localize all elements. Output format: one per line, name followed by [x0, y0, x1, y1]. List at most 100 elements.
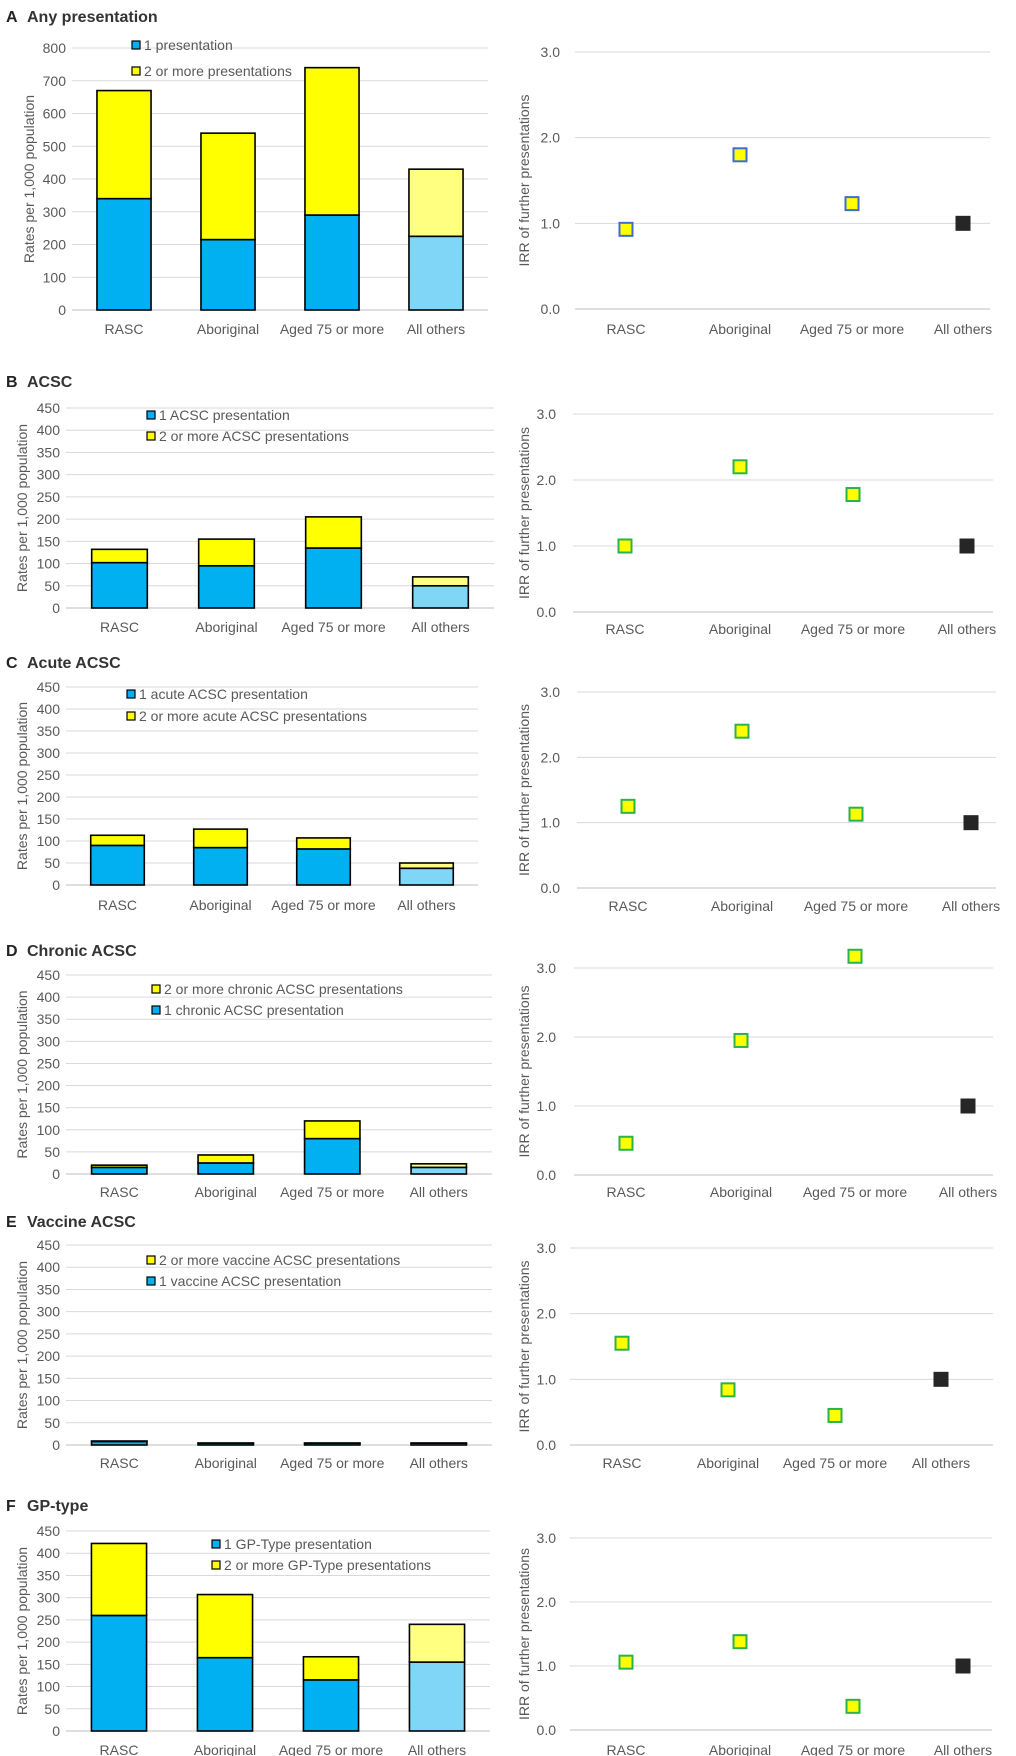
irr-y-tick-label: 1.0: [537, 538, 557, 554]
legend-swatch-two: [151, 984, 161, 994]
legend-swatch-one: [131, 40, 141, 50]
bar-chart: 0 50 100 150 200 250 300 350 400 450 Rates per 1,0…: [14, 679, 478, 913]
x-tick-label: RASC: [98, 897, 137, 913]
legend-label: 1 vaccine ACSC presentation: [159, 1273, 341, 1289]
y-axis-label: Rates per 1,000 population: [21, 95, 37, 263]
irr-y-tick-label: 1.0: [541, 815, 561, 831]
irr-marker-2: [845, 487, 861, 503]
irr-marker-0: [618, 221, 634, 237]
y-tick-label: 100: [37, 833, 61, 849]
irr-marker-1: [732, 459, 748, 475]
irr-y-tick-label: 3.0: [537, 1530, 557, 1546]
bar-chart: 0 50 100 150 200 250 300 350 400 450 Rates per 1,0…: [14, 967, 492, 1200]
y-axis-label: Rates per 1,000 population: [14, 702, 30, 870]
irr-marker-reference: [933, 1371, 949, 1387]
x-tick-label: Aboriginal: [195, 619, 257, 635]
x-tick-label: Aboriginal: [189, 897, 251, 913]
x-tick-label: Aged 75 or more: [279, 1742, 383, 1756]
irr-y-tick-label: 3.0: [541, 684, 561, 700]
y-tick-label: 0: [52, 1166, 60, 1182]
y-tick-label: 100: [37, 556, 61, 572]
panel-title: Vaccine ACSC: [27, 1214, 136, 1231]
bar-two-0: [90, 1164, 148, 1169]
irr-x-tick-label: Aboriginal: [709, 321, 771, 337]
irr-y-tick-label: 0.0: [537, 1167, 557, 1183]
bar-two-3: [411, 576, 470, 587]
bar-one-2: [304, 547, 363, 609]
bar-one-1: [197, 1162, 255, 1175]
irr-y-tick-label: 0.0: [541, 880, 561, 896]
panel-letter: E: [6, 1214, 17, 1231]
y-tick-label: 700: [43, 73, 67, 89]
y-tick-label: 250: [37, 1326, 61, 1342]
irr-chart: 0.0 1.0 2.0 3.0 IRR of further presentations…: [516, 948, 997, 1200]
x-tick-label: Aged 75 or more: [280, 1184, 384, 1200]
legend-label: 2 or more ACSC presentations: [159, 428, 349, 444]
legend: 1 acute ACSC presentation 2 or more acute…: [126, 686, 367, 724]
x-tick-label: All others: [408, 1742, 466, 1756]
y-tick-label: 50: [44, 855, 60, 871]
panel-letter: F: [6, 1498, 16, 1515]
y-tick-label: 150: [37, 811, 61, 827]
bar-two-2: [295, 837, 352, 850]
x-tick-label: Aged 75 or more: [281, 619, 385, 635]
irr-y-tick-label: 1.0: [537, 1098, 557, 1114]
y-tick-label: 100: [43, 269, 67, 285]
y-tick-label: 0: [52, 877, 60, 893]
bar-one-0: [96, 197, 152, 311]
x-tick-label: RASC: [100, 1455, 139, 1471]
y-tick-label: 50: [44, 1415, 60, 1431]
y-axis-label: Rates per 1,000 population: [14, 990, 30, 1158]
y-tick-label: 100: [37, 1393, 61, 1409]
irr-x-tick-label: Aboriginal: [709, 621, 771, 637]
irr-x-tick-label: RASC: [607, 1184, 646, 1200]
y-tick-label: 400: [37, 1259, 61, 1275]
irr-x-tick-label: Aged 75 or more: [801, 621, 905, 637]
irr-marker-0: [618, 1654, 634, 1670]
bar-one-1: [197, 564, 256, 609]
bar-two-3: [408, 1623, 466, 1663]
bar-two-1: [192, 828, 249, 849]
legend-swatch-two: [131, 66, 141, 76]
bar-two-2: [303, 1120, 361, 1140]
y-tick-label: 450: [37, 1523, 61, 1539]
panel-f: F GP-type 0 50 100 150 200 250 300 350 400 450 Rates…: [6, 1498, 992, 1756]
legend-swatch-two: [211, 1560, 221, 1570]
panel-c: C Acute ACSC 0 50 100 150 200 250 300 350 400 450 Ra…: [6, 655, 1000, 914]
x-tick-label: Aged 75 or more: [271, 897, 375, 913]
y-tick-label: 250: [37, 1612, 61, 1628]
x-tick-label: Aged 75 or more: [280, 1455, 384, 1471]
bar-one-3: [408, 235, 464, 311]
irr-marker-0: [618, 1135, 634, 1151]
bar-one-2: [304, 214, 360, 311]
y-tick-label: 500: [43, 138, 67, 154]
x-tick-label: Aboriginal: [197, 321, 259, 337]
legend-swatch-two: [146, 431, 156, 441]
bar-one-1: [192, 846, 249, 886]
bar-chart: 0 50 100 150 200 250 300 350 400 450 Rates per 1,0…: [14, 1237, 492, 1471]
irr-marker-1: [732, 147, 748, 163]
y-tick-label: 450: [37, 400, 61, 416]
irr-marker-0: [617, 538, 633, 554]
irr-chart: 0.0 1.0 2.0 3.0 IRR of further presentations…: [516, 406, 996, 637]
y-tick-label: 50: [44, 1701, 60, 1717]
y-tick-label: 450: [37, 967, 61, 983]
bar-one-0: [89, 844, 146, 886]
y-tick-label: 350: [37, 1567, 61, 1583]
y-tick-label: 300: [37, 1590, 61, 1606]
bar-one-3: [398, 867, 455, 886]
irr-x-tick-label: Aboriginal: [710, 1184, 772, 1200]
irr-marker-1: [734, 723, 750, 739]
y-tick-label: 400: [37, 701, 61, 717]
bar-two-3: [408, 168, 464, 238]
y-tick-label: 800: [43, 40, 67, 56]
y-tick-label: 0: [52, 1437, 60, 1453]
panel-b: B ACSC 0 50 100 150 200 250 300 350 400 450 Rates pe…: [6, 374, 996, 637]
irr-y-tick-label: 0.0: [537, 604, 557, 620]
irr-marker-2: [827, 1407, 843, 1423]
legend-swatch-one: [126, 689, 136, 699]
irr-chart: 0.0 1.0 2.0 3.0 IRR of further presentations…: [516, 44, 992, 337]
x-tick-label: Aboriginal: [195, 1455, 257, 1471]
irr-x-tick-label: All others: [934, 1742, 992, 1756]
bar-one-2: [302, 1679, 360, 1732]
